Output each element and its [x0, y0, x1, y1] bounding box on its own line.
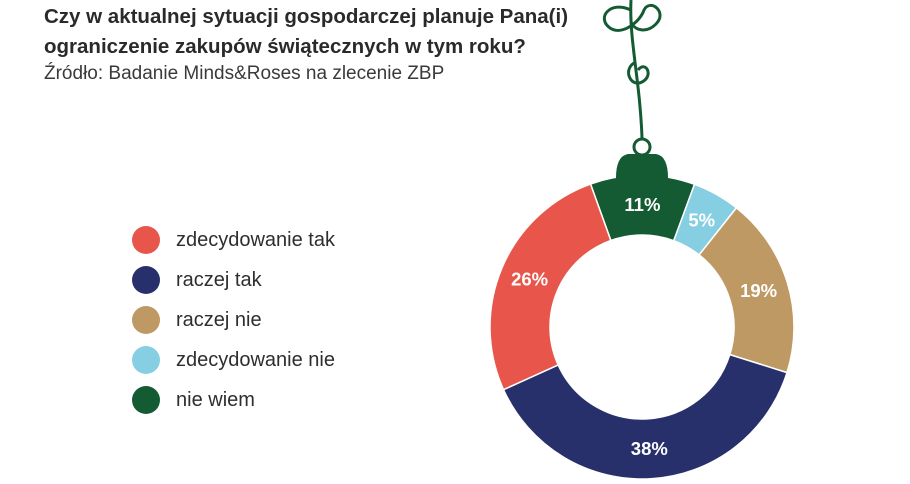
donut-slice-zdecydowanie-tak: [489, 183, 612, 391]
chart-subtitle: Źródło: Badanie Minds&Roses na zlecenie …: [44, 63, 445, 84]
legend-label: raczej nie: [176, 308, 262, 331]
legend-label: zdecydowanie tak: [176, 228, 335, 251]
legend-item-raczej-nie: raczej nie: [132, 300, 335, 340]
slice-value-label: 26%: [511, 268, 548, 289]
ornament-bow: [602, 3, 662, 32]
legend-label: zdecydowanie nie: [176, 348, 335, 371]
legend-swatch: [132, 386, 160, 414]
chart-title: Czy w aktualnej sytuacji gospodarczej pl…: [44, 5, 569, 58]
legend-swatch: [132, 226, 160, 254]
ornament-bow-loop: [627, 60, 650, 85]
slice-value-label: 38%: [631, 438, 668, 459]
legend-swatch: [132, 346, 160, 374]
donut-slice-raczej-tak: [502, 353, 788, 480]
legend-item-nie-wiem: nie wiem: [132, 380, 335, 420]
ornament-hook-ring: [632, 137, 652, 157]
legend-swatch: [132, 266, 160, 294]
legend-label: raczej tak: [176, 268, 262, 291]
ornament-string: [602, 0, 662, 157]
legend: zdecydowanie tak raczej tak raczej nie z…: [132, 220, 335, 420]
slice-value-label: 5%: [688, 210, 715, 231]
legend-item-zdecydowanie-tak: zdecydowanie tak: [132, 220, 335, 260]
legend-swatch: [132, 306, 160, 334]
legend-item-raczej-tak: raczej tak: [132, 260, 335, 300]
donut-labels: 11% 5% 19% 38% 26%: [511, 194, 777, 459]
legend-item-zdecydowanie-nie: zdecydowanie nie: [132, 340, 335, 380]
slice-value-label: 11%: [624, 194, 660, 215]
donut-slices: [489, 154, 795, 480]
slice-value-label: 19%: [740, 280, 777, 301]
legend-label: nie wiem: [176, 388, 255, 411]
ornament-cap: [616, 154, 668, 178]
